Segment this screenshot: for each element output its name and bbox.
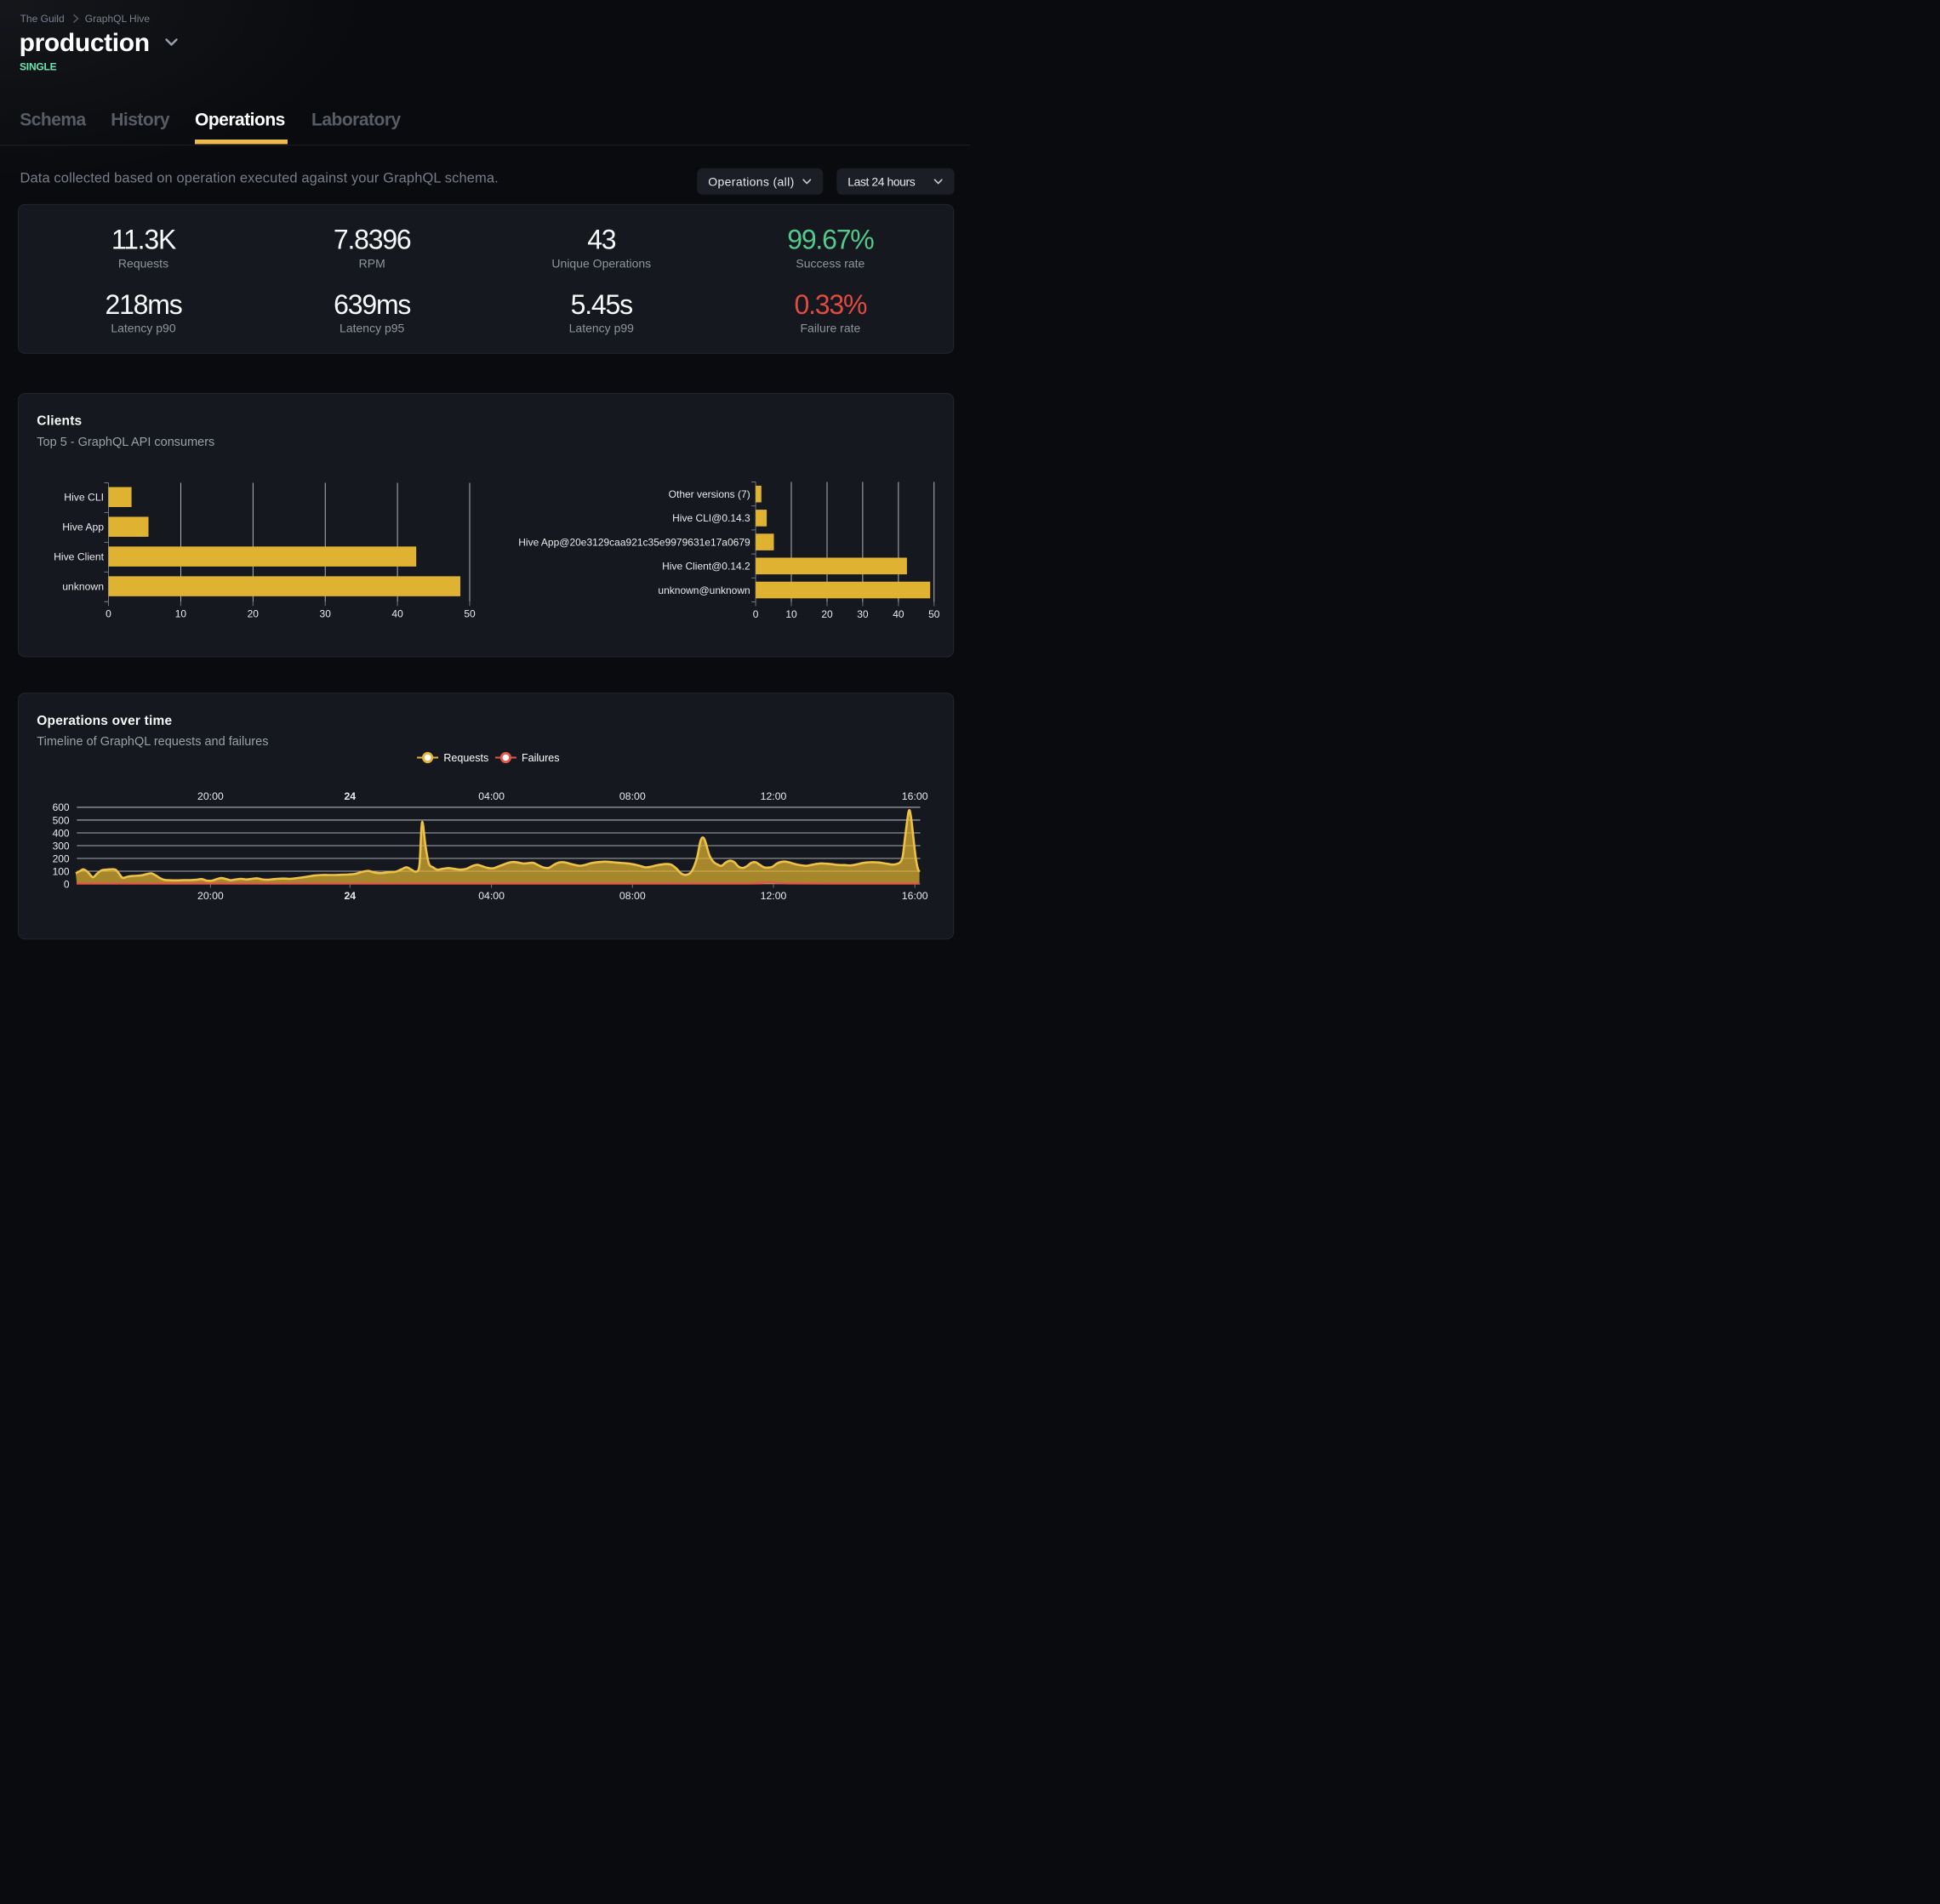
svg-text:20: 20: [248, 608, 260, 620]
svg-text:400: 400: [53, 827, 70, 839]
svg-text:unknown@unknown: unknown@unknown: [658, 584, 750, 596]
svg-text:24: 24: [344, 890, 356, 902]
svg-text:5.45s: 5.45s: [571, 289, 632, 320]
svg-text:History: History: [111, 110, 170, 129]
svg-text:20:00: 20:00: [197, 790, 224, 802]
svg-text:20:00: 20:00: [197, 890, 224, 902]
svg-text:Data collected based on operat: Data collected based on operation execut…: [20, 171, 499, 186]
svg-text:20: 20: [821, 608, 833, 620]
svg-text:SINGLE: SINGLE: [20, 61, 57, 73]
svg-text:0: 0: [753, 608, 759, 620]
svg-text:Latency p95: Latency p95: [340, 321, 404, 334]
svg-text:04:00: 04:00: [478, 790, 505, 802]
svg-text:Hive App: Hive App: [62, 522, 104, 533]
svg-text:639ms: 639ms: [334, 289, 410, 320]
svg-text:Latency p99: Latency p99: [569, 321, 634, 334]
svg-text:08:00: 08:00: [619, 890, 646, 902]
svg-text:0.33%: 0.33%: [795, 289, 867, 320]
svg-text:production: production: [20, 29, 150, 57]
svg-text:50: 50: [928, 608, 940, 620]
svg-text:30: 30: [857, 608, 869, 620]
svg-text:0: 0: [106, 608, 111, 620]
svg-text:Clients: Clients: [37, 414, 82, 429]
svg-text:Hive CLI: Hive CLI: [64, 492, 104, 504]
svg-text:30: 30: [320, 608, 332, 620]
svg-text:12:00: 12:00: [761, 790, 787, 802]
svg-text:600: 600: [53, 801, 70, 813]
svg-text:Requests: Requests: [443, 752, 488, 764]
svg-text:Unique Operations: Unique Operations: [551, 257, 651, 271]
svg-text:0: 0: [64, 878, 70, 890]
svg-text:218ms: 218ms: [105, 289, 181, 320]
svg-text:300: 300: [53, 840, 70, 852]
svg-text:Operations over time: Operations over time: [37, 714, 172, 728]
svg-text:Schema: Schema: [20, 110, 86, 129]
svg-text:16:00: 16:00: [902, 790, 928, 802]
svg-text:43: 43: [587, 225, 616, 255]
svg-text:10: 10: [175, 608, 187, 620]
svg-text:Hive CLI@0.14.3: Hive CLI@0.14.3: [672, 512, 750, 524]
svg-text:Timeline of GraphQL requests a: Timeline of GraphQL requests and failure…: [37, 735, 268, 749]
svg-text:200: 200: [53, 852, 70, 864]
svg-text:12:00: 12:00: [761, 890, 787, 902]
svg-text:10: 10: [785, 608, 797, 620]
svg-text:500: 500: [53, 814, 70, 826]
svg-text:7.8396: 7.8396: [334, 225, 411, 255]
svg-text:Other versions (7): Other versions (7): [669, 488, 750, 500]
svg-text:GraphQL Hive: GraphQL Hive: [85, 13, 151, 25]
svg-text:11.3K: 11.3K: [111, 225, 176, 255]
svg-text:The Guild: The Guild: [20, 13, 65, 25]
svg-text:Top 5 - GraphQL API consumers: Top 5 - GraphQL API consumers: [37, 436, 214, 449]
svg-text:Requests: Requests: [118, 257, 168, 271]
svg-text:16:00: 16:00: [902, 890, 928, 902]
svg-text:Hive Client: Hive Client: [54, 550, 105, 562]
svg-text:Success rate: Success rate: [796, 257, 864, 271]
svg-text:40: 40: [391, 608, 403, 620]
svg-text:40: 40: [893, 608, 904, 620]
svg-text:Failure rate: Failure rate: [800, 321, 860, 334]
svg-text:Last 24 hours: Last 24 hours: [847, 175, 915, 189]
svg-text:50: 50: [464, 608, 476, 620]
svg-text:Latency p90: Latency p90: [111, 321, 175, 334]
svg-text:unknown: unknown: [62, 580, 104, 592]
svg-text:Operations: Operations: [195, 110, 285, 129]
svg-text:Hive App@20e3129caa921c35e9979: Hive App@20e3129caa921c35e9979631e17a067…: [518, 536, 750, 548]
svg-text:Operations (all): Operations (all): [708, 175, 794, 189]
svg-text:08:00: 08:00: [619, 790, 646, 802]
svg-text:99.67%: 99.67%: [787, 225, 874, 255]
svg-text:Hive Client@0.14.2: Hive Client@0.14.2: [662, 561, 750, 573]
svg-text:RPM: RPM: [359, 257, 385, 271]
svg-text:Laboratory: Laboratory: [311, 110, 402, 129]
svg-text:Failures: Failures: [522, 752, 559, 764]
svg-text:100: 100: [53, 865, 70, 877]
svg-text:04:00: 04:00: [478, 890, 505, 902]
svg-text:24: 24: [344, 790, 356, 802]
